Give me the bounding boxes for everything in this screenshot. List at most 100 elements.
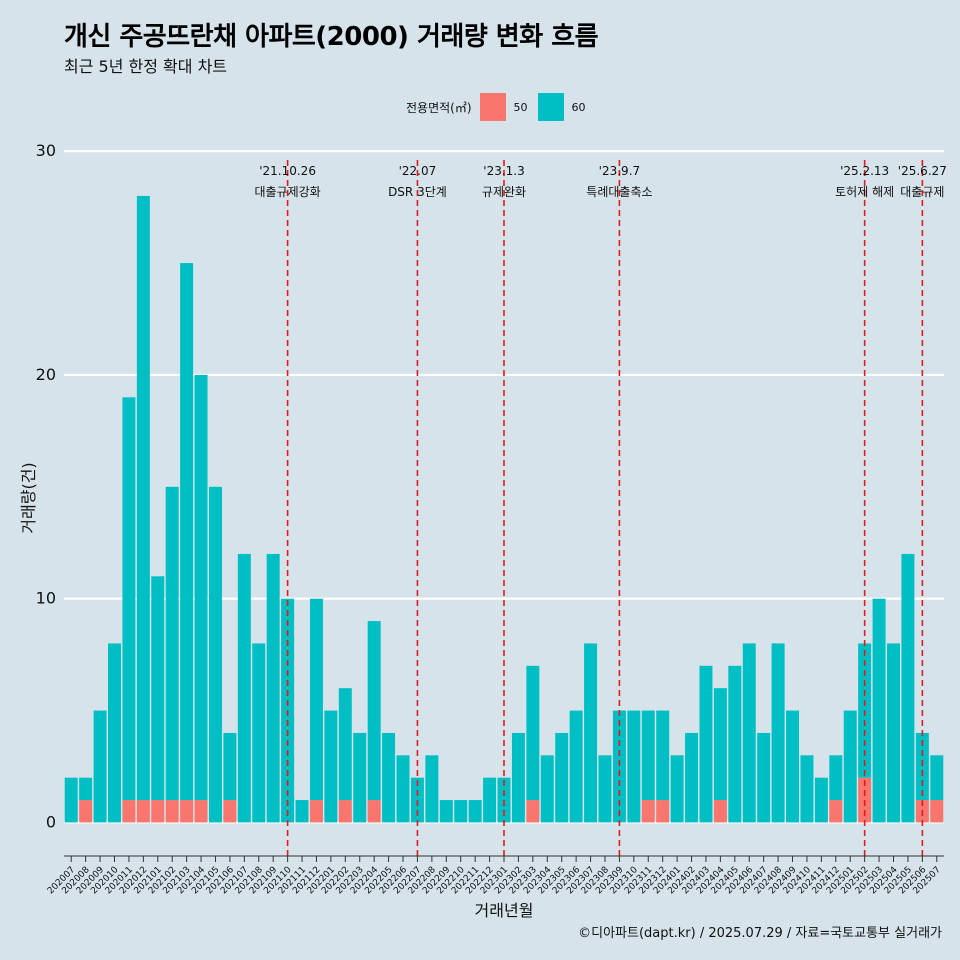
bar-60-202104	[194, 374, 208, 801]
bar-60-202402	[685, 732, 699, 823]
bar-50-202012	[136, 800, 150, 823]
bar-60-202507	[930, 755, 944, 801]
legend-label-50: 50	[513, 100, 528, 114]
event-date-label: '21.10.26	[259, 164, 316, 178]
legend: 전용면적(㎡) 50 60	[406, 92, 596, 122]
bar-60-202308	[598, 755, 612, 823]
bar-60-202201	[324, 710, 338, 823]
y-tick-label: 20	[36, 365, 56, 384]
bar-50-202011	[122, 800, 136, 823]
bar-60-202311	[641, 710, 655, 801]
bar-60-202312	[656, 710, 670, 801]
bar-50-202106	[223, 800, 237, 823]
bar-60-202504	[887, 643, 900, 823]
event-date-label: '23.1.3	[483, 164, 524, 178]
bar-60-202008	[79, 777, 93, 801]
bar-60-202309	[612, 710, 626, 823]
bar-60-202111	[295, 800, 309, 823]
chart-title: 개신 주공뜨란채 아파트(2000) 거래량 변화 흐름	[64, 22, 599, 52]
legend-title: 전용면적(㎡)	[406, 100, 472, 115]
bar-50-202412	[829, 800, 843, 823]
bar-60-202105	[208, 486, 222, 823]
bar-60-202310	[627, 710, 641, 823]
bar-60-202212	[483, 777, 497, 823]
bar-50-202103	[180, 800, 194, 823]
bar-60-202503	[872, 598, 886, 823]
bar-60-202209	[439, 800, 453, 823]
bar-60-202404	[713, 688, 727, 801]
bar-60-202011	[122, 397, 136, 801]
y-axis-title: 거래량(건)	[19, 462, 38, 533]
bar-60-202408	[771, 643, 785, 823]
bar-60-202411	[814, 777, 828, 823]
event-label: 규제완화	[482, 185, 526, 199]
bar-50-202101	[151, 800, 165, 823]
y-tick-label: 10	[36, 589, 56, 608]
bar-50-202102	[165, 800, 179, 823]
bar-60-202307	[584, 643, 598, 823]
bar-50-202303	[526, 800, 540, 823]
bar-60-202412	[829, 755, 843, 801]
bar-60-202108	[252, 643, 266, 823]
event-label: 대출규제강화	[254, 185, 320, 199]
bar-60-202109	[266, 553, 280, 823]
bar-50-202104	[194, 800, 208, 823]
bar-60-202007	[64, 777, 78, 823]
bar-50-202404	[713, 800, 727, 823]
bar-60-202101	[151, 576, 165, 801]
event-date-label: '25.2.13	[840, 164, 889, 178]
bar-60-202407	[757, 732, 771, 823]
bar-50-202202	[338, 800, 352, 823]
bar-60-202410	[800, 755, 814, 823]
bar-60-202103	[180, 263, 194, 801]
bar-60-202506	[915, 732, 929, 801]
event-date-label: '22.07	[399, 164, 437, 178]
legend-label-60: 60	[571, 100, 586, 114]
bar-60-202205	[382, 732, 396, 823]
bar-60-202210	[454, 800, 468, 823]
bar-50-202008	[79, 800, 93, 823]
bar-60-202211	[468, 800, 482, 823]
bar-60-202304	[540, 755, 554, 823]
bar-60-202405	[728, 665, 742, 823]
bar-60-202010	[108, 643, 121, 823]
legend-swatch-50	[479, 93, 506, 121]
bar-50-202312	[656, 800, 670, 823]
bar-60-202305	[555, 732, 569, 823]
bar-60-202009	[93, 710, 107, 823]
event-date-label: '23.9.7	[599, 164, 640, 178]
event-date-label: '25.6.27	[898, 164, 947, 178]
bar-60-202202	[338, 688, 352, 801]
bar-60-202112	[309, 598, 323, 801]
bar-60-202303	[526, 665, 540, 801]
bar-50-202112	[309, 800, 323, 823]
bar-60-202302	[511, 732, 525, 823]
event-label: 특례대출축소	[586, 185, 652, 199]
bar-50-202311	[641, 800, 655, 823]
y-tick-label: 30	[36, 141, 56, 160]
bar-60-202012	[136, 195, 150, 801]
bar-60-202206	[396, 755, 410, 823]
bar-60-202208	[425, 755, 439, 823]
bar-60-202505	[901, 553, 915, 823]
bar-60-202203	[353, 732, 367, 823]
bar-60-202501	[843, 710, 857, 823]
y-tick-label: 0	[46, 812, 56, 831]
x-axis-title: 거래년월	[475, 901, 534, 920]
bar-60-202204	[367, 621, 381, 801]
bar-60-202102	[165, 486, 179, 801]
chart-subtitle: 최근 5년 한정 확대 차트	[64, 57, 228, 76]
bar-60-202406	[742, 643, 756, 823]
bar-50-202507	[930, 800, 944, 823]
bar-50-202204	[367, 800, 381, 823]
bar-60-202106	[223, 732, 237, 801]
bar-60-202401	[670, 755, 684, 823]
legend-swatch-60	[537, 93, 564, 121]
bar-60-202306	[569, 710, 583, 823]
bar-60-202409	[786, 710, 800, 823]
event-label: 대출규제	[900, 185, 944, 199]
bar-60-202107	[237, 553, 251, 823]
event-label: DSR 3단계	[388, 185, 447, 199]
bar-60-202403	[699, 665, 713, 823]
